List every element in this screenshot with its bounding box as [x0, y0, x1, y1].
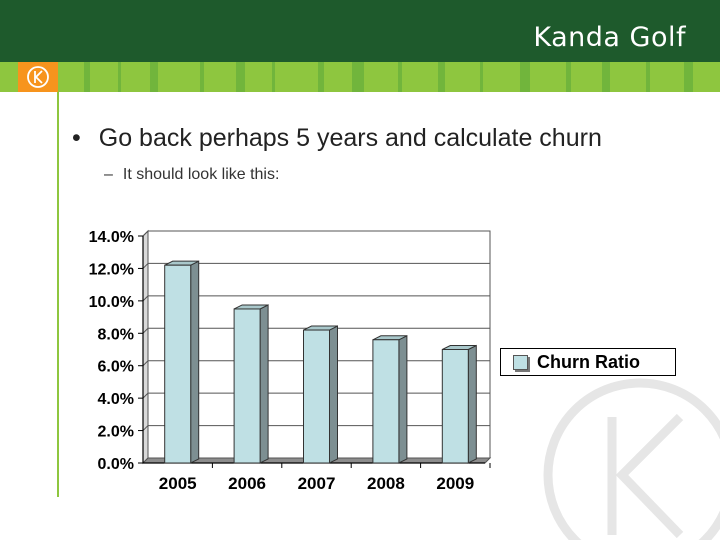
bar — [303, 329, 330, 464]
sub-bullet-marker: – — [104, 166, 113, 183]
bar-side — [398, 334, 408, 464]
x-tick-label: 2008 — [367, 474, 405, 493]
y-tick-label: 2.0% — [98, 424, 134, 441]
x-tick-label: 2007 — [298, 474, 336, 493]
gridline-side — [142, 295, 149, 302]
gridline-side — [142, 360, 149, 367]
gridline-side — [142, 425, 149, 431]
bar-side — [467, 344, 477, 464]
x-tick-label: 2005 — [159, 474, 197, 493]
k-circle-logo-icon — [27, 66, 49, 88]
bar — [372, 339, 400, 464]
x-tick-label: 2009 — [436, 474, 474, 493]
bullet-marker: • — [72, 124, 81, 152]
bullet-text: Go back perhaps 5 years and calculate ch… — [98, 124, 602, 152]
left-divider-line — [57, 92, 59, 497]
bar — [441, 349, 469, 464]
chart-legend: Churn Ratio — [500, 348, 676, 376]
y-tick-label: 12.0% — [89, 261, 134, 278]
bar-side — [259, 304, 269, 464]
logo-badge — [18, 62, 58, 92]
bar-side — [329, 325, 338, 464]
brand-logo-text: Kanda Golf — [533, 22, 686, 53]
header-bar: Kanda Golf — [0, 0, 720, 62]
y-tick-label: 10.0% — [89, 294, 134, 311]
y-tick-label: 6.0% — [98, 359, 134, 376]
bullet-point: • Go back perhaps 5 years and calculate … — [72, 124, 602, 153]
sub-bullet: – It should look like this: — [104, 166, 279, 184]
gridline-side — [142, 230, 149, 237]
legend-swatch — [513, 354, 528, 370]
k-circle-watermark-icon — [543, 378, 720, 540]
y-tick-label: 0.0% — [98, 456, 134, 473]
gridline-side — [142, 327, 149, 334]
stripe-pattern — [84, 62, 693, 92]
x-tick-label: 2006 — [228, 474, 266, 493]
bar — [233, 308, 261, 464]
y-tick-label: 4.0% — [98, 391, 134, 408]
y-tick-label: 14.0% — [89, 229, 134, 246]
sub-bullet-text: It should look like this: — [122, 166, 280, 183]
bar-side — [190, 260, 200, 464]
gridline-side — [142, 263, 149, 269]
stripe-bar — [0, 62, 720, 92]
gridline-side — [142, 392, 149, 399]
bar — [164, 264, 192, 464]
y-tick-label: 8.0% — [98, 326, 134, 343]
legend-label: Churn Ratio — [537, 351, 640, 372]
